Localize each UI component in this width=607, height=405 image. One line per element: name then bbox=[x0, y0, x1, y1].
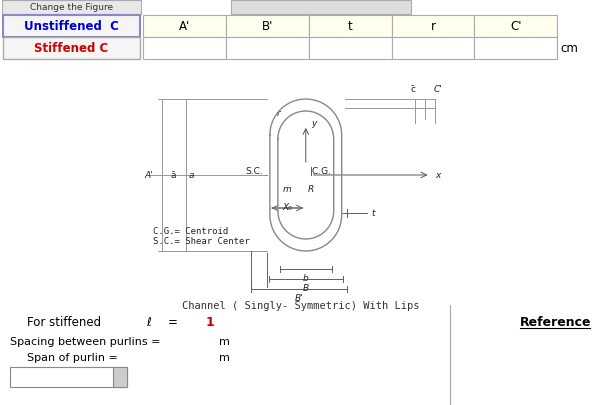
Text: S.C.= Shear Center: S.C.= Shear Center bbox=[153, 237, 250, 245]
Bar bbox=[474, 37, 557, 59]
Text: Change the Figure: Change the Figure bbox=[30, 2, 113, 11]
Text: ā: ā bbox=[171, 171, 176, 179]
Text: c̄: c̄ bbox=[410, 85, 415, 94]
Bar bbox=[474, 15, 557, 37]
Text: m: m bbox=[282, 185, 291, 194]
Polygon shape bbox=[278, 111, 334, 239]
Text: S.C.: S.C. bbox=[245, 166, 263, 175]
Text: m: m bbox=[219, 353, 230, 363]
Text: C': C' bbox=[510, 19, 521, 32]
Text: ℓ: ℓ bbox=[146, 316, 151, 330]
Text: For stiffened: For stiffened bbox=[27, 316, 101, 330]
Text: B: B bbox=[303, 284, 309, 293]
Text: Reference: Reference bbox=[520, 316, 591, 330]
Text: t: t bbox=[371, 209, 375, 217]
Text: ▼: ▼ bbox=[117, 373, 123, 382]
Text: C': C' bbox=[434, 85, 443, 94]
Text: Unstiffened  C: Unstiffened C bbox=[24, 19, 119, 32]
Text: A': A' bbox=[179, 19, 190, 32]
Bar bbox=[2, 0, 141, 14]
Text: Use two sag rod: Use two sag rod bbox=[12, 372, 95, 382]
Text: t: t bbox=[348, 19, 353, 32]
Bar bbox=[309, 37, 392, 59]
Bar bbox=[143, 15, 226, 37]
Bar bbox=[392, 15, 474, 37]
Text: cm: cm bbox=[560, 41, 578, 55]
Bar bbox=[2, 15, 140, 37]
Bar bbox=[309, 15, 392, 37]
Text: R: R bbox=[308, 185, 314, 194]
Text: a: a bbox=[188, 171, 194, 179]
Text: r: r bbox=[277, 109, 280, 117]
Text: A': A' bbox=[145, 171, 154, 179]
Text: B': B' bbox=[262, 19, 273, 32]
Text: x: x bbox=[435, 171, 441, 179]
Text: Channel ( Singly- Symmetric) With Lips: Channel ( Singly- Symmetric) With Lips bbox=[182, 301, 419, 311]
Text: Stiffened C: Stiffened C bbox=[34, 41, 109, 55]
Text: m: m bbox=[219, 337, 230, 347]
Text: |C.G.: |C.G. bbox=[310, 166, 332, 175]
Text: r: r bbox=[430, 19, 435, 32]
Text: b: b bbox=[303, 274, 308, 283]
Bar bbox=[143, 37, 226, 59]
Bar bbox=[231, 0, 410, 14]
Text: y: y bbox=[311, 119, 316, 128]
Text: Spacing between purlins =: Spacing between purlins = bbox=[10, 337, 160, 347]
Text: C.G.= Centroid: C.G.= Centroid bbox=[153, 226, 228, 235]
Text: Span of purlin =: Span of purlin = bbox=[27, 353, 117, 363]
Bar bbox=[2, 37, 140, 59]
Text: X₀: X₀ bbox=[282, 203, 292, 213]
Bar bbox=[392, 37, 474, 59]
Text: 1: 1 bbox=[206, 316, 215, 330]
Polygon shape bbox=[270, 99, 342, 251]
Bar bbox=[226, 37, 309, 59]
Text: =: = bbox=[168, 316, 178, 330]
Bar bbox=[114, 367, 127, 387]
Bar bbox=[10, 367, 127, 387]
Bar bbox=[226, 15, 309, 37]
Text: B': B' bbox=[294, 294, 303, 303]
